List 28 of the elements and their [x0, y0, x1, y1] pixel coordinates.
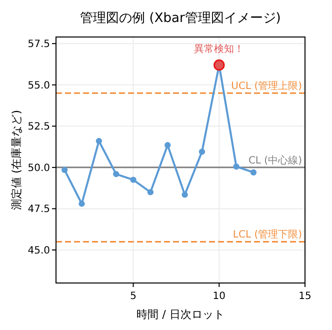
- y-tick-label: 57.5: [28, 39, 50, 50]
- point: [96, 138, 102, 144]
- annotation: 異常検知！: [194, 43, 244, 56]
- y-tick-label: 45.0: [28, 245, 50, 256]
- point: [233, 164, 240, 170]
- point: [250, 169, 257, 176]
- chart-title: 管理図の例 (Xbar管理図イメージ): [80, 11, 281, 26]
- ref-line-label: LCL (管理下限): [232, 230, 302, 241]
- point: [164, 142, 171, 148]
- y-axis-title: 測定値 (在庫量など): [10, 110, 23, 210]
- point: [147, 189, 154, 196]
- y-tick-label: 47.5: [28, 204, 50, 216]
- ref-line-label: CL (中心線): [248, 154, 302, 166]
- point: [182, 192, 188, 198]
- y-tick-label: 50.0: [28, 162, 50, 174]
- x-tick-label: 15: [298, 291, 312, 302]
- x-tick-label: 5: [130, 291, 136, 302]
- point: [130, 176, 136, 183]
- point: [198, 148, 206, 155]
- x-axis-title: 時間 / 日次ロット: [136, 308, 224, 321]
- point: [113, 170, 120, 178]
- y-tick-label: 52.5: [28, 122, 50, 133]
- point: [61, 166, 68, 173]
- x-tick-label: 10: [212, 291, 226, 302]
- y-tick-label: 55.0: [28, 80, 50, 92]
- ref-line-label: UCL (管理上限): [231, 80, 302, 92]
- point: [78, 200, 85, 207]
- point: [214, 59, 225, 71]
